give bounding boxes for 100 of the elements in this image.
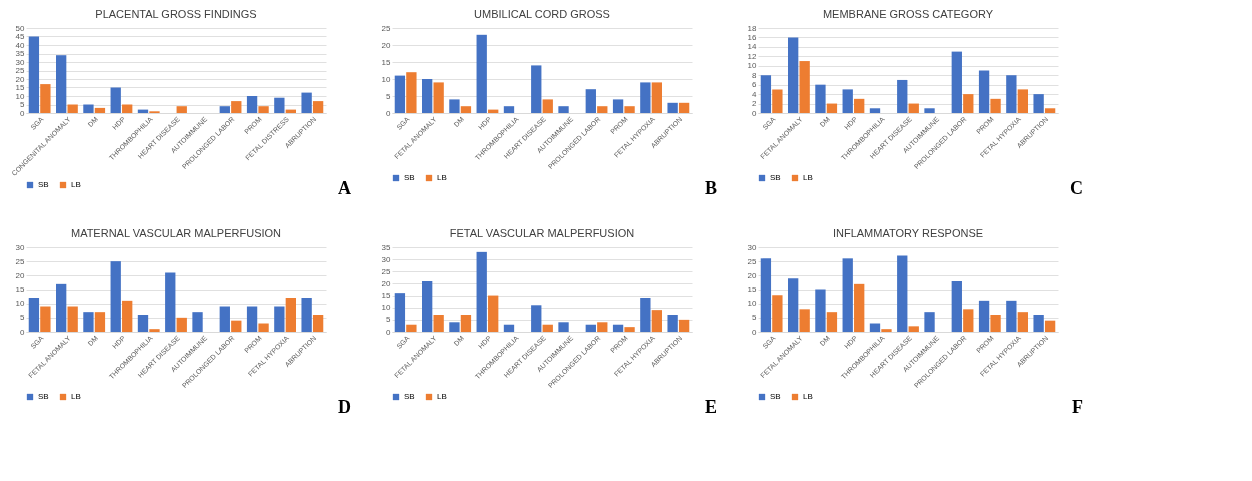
bar: [597, 106, 608, 113]
bar: [815, 289, 826, 332]
y-tick-label: 20: [747, 270, 758, 280]
y-tick-label: 30: [15, 57, 26, 67]
bar: [531, 65, 542, 113]
chart-title: UMBILICAL CORD GROSS: [474, 8, 610, 20]
legend-label: LB: [803, 173, 813, 182]
legend-label: SB: [404, 392, 415, 401]
bar: [56, 283, 67, 332]
y-tick-label: 0: [386, 108, 392, 118]
bar: [826, 103, 838, 113]
bar: [67, 306, 78, 332]
bar: [1006, 300, 1017, 332]
y-tick-label: 20: [381, 40, 392, 50]
bar: [881, 329, 892, 332]
bar: [963, 309, 974, 332]
bar: [406, 324, 417, 332]
y-tick-label: 6: [752, 80, 758, 90]
bar: [1044, 108, 1056, 113]
bar: [951, 51, 962, 113]
bar: [612, 99, 624, 113]
y-tick-label: 15: [15, 285, 26, 294]
bar: [433, 82, 444, 113]
bar: [651, 310, 662, 332]
bar: [531, 305, 542, 332]
y-tick-label: 25: [747, 256, 758, 266]
chart-title: PLACENTAL GROSS FINDINGS: [95, 8, 257, 20]
bar: [990, 98, 1001, 113]
bar: [558, 106, 569, 113]
bar: [1006, 75, 1017, 113]
y-tick-label: 8: [752, 70, 758, 80]
bar: [678, 102, 690, 113]
bar: [394, 75, 406, 113]
legend-label: SB: [38, 180, 49, 189]
bar: [640, 82, 651, 113]
bar: [56, 55, 67, 113]
bar: [1033, 94, 1044, 113]
y-tick-label: 10: [747, 61, 758, 71]
bar: [219, 106, 230, 113]
y-tick-label: 35: [381, 242, 392, 252]
bar: [842, 89, 853, 113]
y-tick-label: 15: [381, 291, 392, 301]
bar: [312, 101, 324, 113]
bar: [94, 312, 106, 332]
chart-title: FETAL VASCULAR MALPERFUSION: [449, 227, 635, 239]
y-tick-label: 0: [752, 108, 758, 118]
y-tick-label: 25: [15, 256, 26, 266]
bar: [67, 104, 78, 113]
bar: [285, 298, 296, 332]
bar: [678, 319, 690, 332]
y-tick-label: 5: [752, 313, 758, 323]
legend-label: SB: [404, 173, 415, 182]
bar: [978, 300, 990, 332]
y-tick-label: 0: [20, 108, 26, 118]
y-tick-label: 0: [386, 327, 392, 337]
bar: [274, 306, 285, 332]
y-tick-label: 5: [20, 313, 26, 323]
bar: [192, 312, 203, 332]
bar: [772, 295, 783, 332]
y-tick-label: 18: [747, 23, 758, 33]
y-tick-label: 20: [381, 278, 392, 288]
text: E: [704, 397, 717, 417]
bar: [542, 324, 553, 332]
bar: [924, 108, 935, 113]
bar: [94, 107, 106, 113]
y-tick-label: 25: [15, 66, 26, 75]
bar: [433, 315, 444, 332]
bar: [149, 329, 160, 332]
y-tick-label: 30: [381, 254, 392, 264]
bar: [246, 306, 258, 332]
y-tick-label: 30: [747, 242, 758, 252]
y-tick-label: 30: [15, 242, 26, 252]
bar: [40, 306, 51, 332]
y-tick-label: 10: [381, 303, 392, 313]
bar: [460, 315, 472, 332]
bar: [897, 79, 908, 113]
bar: [301, 92, 312, 113]
bar: [1017, 89, 1028, 113]
bar: [799, 61, 810, 113]
bar: [460, 106, 472, 113]
bar: [28, 298, 40, 332]
y-tick-label: 5: [386, 315, 392, 325]
bar: [624, 106, 635, 113]
bar: [137, 315, 149, 332]
chart-title: MATERNAL VASCULAR MALPERFUSION: [70, 227, 282, 239]
y-tick-label: 12: [747, 51, 758, 61]
y-tick-label: 45: [15, 32, 26, 41]
bar: [394, 293, 406, 332]
bar: [110, 261, 121, 332]
bar: [219, 306, 230, 332]
bar: [1033, 315, 1044, 332]
bar: [772, 89, 783, 113]
bar: [963, 94, 974, 113]
bar: [258, 323, 269, 332]
bar: [788, 278, 799, 332]
bar: [760, 75, 772, 113]
bar: [854, 283, 865, 332]
y-tick-label: 20: [15, 270, 26, 280]
y-tick-label: 10: [15, 91, 26, 101]
bar: [503, 106, 515, 113]
